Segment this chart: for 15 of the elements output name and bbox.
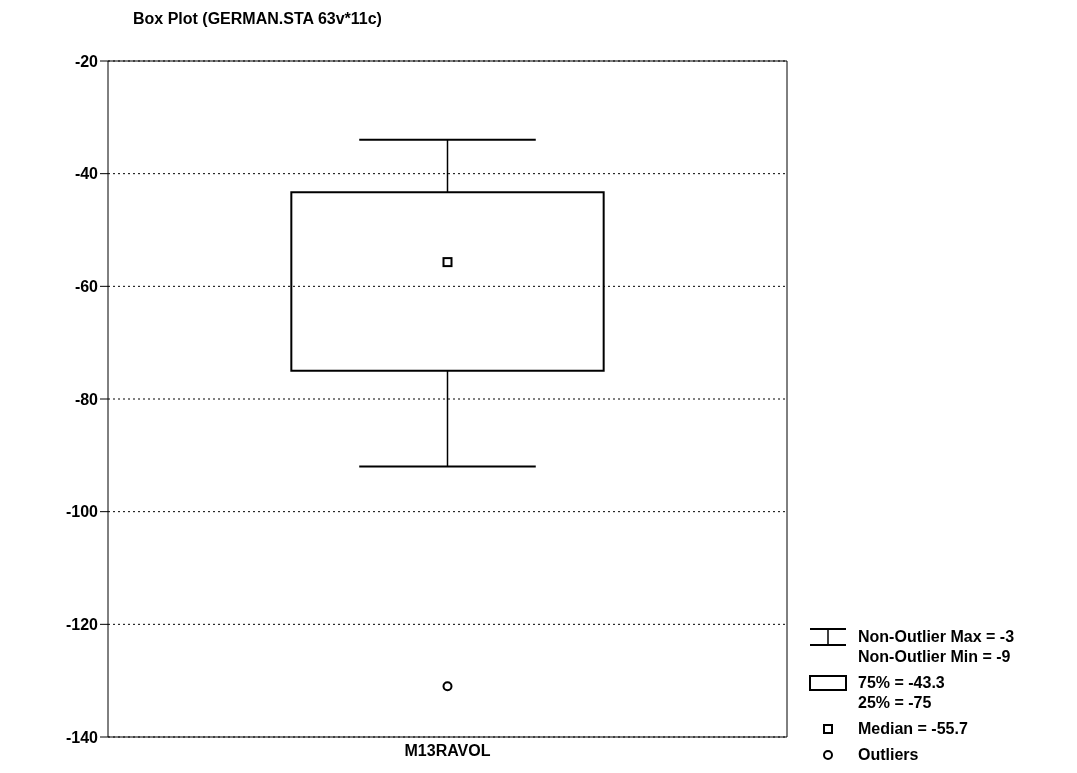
y-tick-label: -60 xyxy=(74,278,99,296)
chart-title: Box Plot (GERMAN.STA 63v*11c) xyxy=(133,10,382,28)
text: Median = -55.7 xyxy=(858,719,968,739)
y-tick-label: -20 xyxy=(74,52,99,70)
x-tick-label: M13RAVOL xyxy=(404,742,491,760)
text: 25% = -75 xyxy=(858,693,932,713)
text: Outliers xyxy=(858,745,919,765)
y-tick-label: -80 xyxy=(74,390,99,408)
text: Non-Outlier Min = -9 xyxy=(858,647,1011,667)
y-tick-label: -40 xyxy=(74,165,99,183)
y-tick-label: -120 xyxy=(65,616,99,634)
text: Non-Outlier Max = -3 xyxy=(858,627,1015,647)
y-tick-label: -140 xyxy=(65,728,99,746)
text: 75% = -43.3 xyxy=(858,673,945,693)
y-tick-label: -100 xyxy=(65,503,99,521)
